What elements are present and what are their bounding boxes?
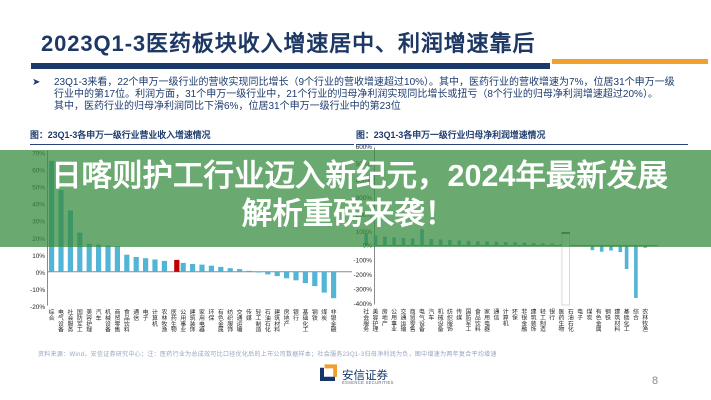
svg-text:社会服务: 社会服务 — [363, 308, 369, 334]
svg-text:机械设备: 机械设备 — [105, 308, 111, 334]
svg-text:计算机: 计算机 — [503, 308, 509, 328]
svg-text:电子: 电子 — [143, 308, 149, 322]
svg-text:0%: 0% — [36, 270, 46, 277]
svg-text:美容护理: 美容护理 — [373, 308, 379, 334]
svg-text:综合: 综合 — [49, 308, 55, 322]
svg-text:美容护理: 美容护理 — [86, 308, 92, 334]
svg-text:计算机: 计算机 — [152, 308, 158, 328]
svg-text:非银金融: 非银金融 — [521, 308, 527, 334]
svg-text:国防军工: 国防军工 — [466, 309, 472, 334]
svg-text:交通运输: 交通运输 — [237, 308, 243, 334]
svg-text:综合: 综合 — [633, 308, 639, 322]
svg-text:传媒: 传媒 — [456, 308, 462, 322]
svg-text:房地产: 房地产 — [284, 308, 290, 328]
svg-text:环保: 环保 — [208, 309, 214, 322]
svg-text:商贸零售: 商贸零售 — [114, 308, 120, 334]
svg-text:汽车: 汽车 — [96, 308, 102, 322]
svg-text:传媒: 传媒 — [246, 308, 252, 322]
svg-text:家用电器: 家用电器 — [484, 308, 490, 334]
svg-text:交通运输: 交通运输 — [400, 308, 406, 334]
svg-text:食品饮料: 食品饮料 — [475, 308, 481, 334]
svg-text:建筑装饰: 建筑装饰 — [531, 308, 537, 334]
svg-text:10%: 10% — [32, 253, 45, 260]
svg-text:环保: 环保 — [512, 309, 518, 322]
svg-text:非银金融: 非银金融 — [331, 308, 337, 334]
svg-text:煤炭: 煤炭 — [586, 308, 592, 322]
svg-text:-20%: -20% — [30, 304, 45, 311]
svg-text:食品饮料: 食品饮料 — [124, 308, 130, 334]
svg-text:通信: 通信 — [493, 308, 499, 322]
svg-text:石油石化: 石油石化 — [568, 309, 574, 334]
svg-text:-200%: -200% — [354, 272, 373, 279]
svg-text:公用事业: 公用事业 — [180, 309, 186, 334]
svg-text:600%: 600% — [356, 144, 373, 151]
svg-text:石油石化: 石油石化 — [265, 309, 271, 334]
svg-text:有色金属: 有色金属 — [218, 308, 224, 334]
svg-text:汽车: 汽车 — [428, 308, 434, 322]
svg-text:社会服务: 社会服务 — [67, 308, 73, 334]
svg-text:建筑装饰: 建筑装饰 — [190, 308, 196, 334]
svg-text:纺织服饰: 纺织服饰 — [447, 308, 453, 334]
svg-text:公用事业: 公用事业 — [391, 309, 397, 334]
svg-text:基础化工: 基础化工 — [302, 308, 308, 334]
svg-text:-400%: -400% — [354, 301, 373, 308]
svg-text:通信: 通信 — [133, 308, 139, 322]
svg-text:纺织服饰: 纺织服饰 — [227, 308, 233, 334]
svg-text:电气设备: 电气设备 — [419, 308, 425, 334]
svg-text:轻工制造: 轻工制造 — [540, 308, 546, 334]
svg-text:医药生物: 医药生物 — [559, 309, 565, 334]
svg-text:房地产: 房地产 — [382, 308, 388, 328]
svg-text:电子: 电子 — [577, 308, 583, 322]
svg-text:-10%: -10% — [30, 287, 45, 294]
svg-text:有色金属: 有色金属 — [596, 308, 602, 334]
svg-text:-300%: -300% — [354, 287, 373, 294]
svg-text:农林牧渔: 农林牧渔 — [642, 308, 648, 334]
svg-text:煤炭: 煤炭 — [321, 308, 327, 322]
svg-text:医药生物: 医药生物 — [171, 309, 177, 334]
svg-text:轻工制造: 轻工制造 — [255, 308, 261, 334]
svg-text:建筑材料: 建筑材料 — [614, 308, 620, 334]
svg-text:国防军工: 国防军工 — [77, 309, 83, 334]
svg-text:机械设备: 机械设备 — [438, 308, 444, 334]
svg-text:钢铁: 钢铁 — [605, 308, 611, 322]
svg-text:建筑材料: 建筑材料 — [274, 308, 280, 334]
svg-text:电气设备: 电气设备 — [58, 308, 64, 334]
svg-text:银行: 银行 — [293, 308, 299, 322]
svg-text:基础化工: 基础化工 — [624, 308, 630, 334]
svg-text:银行: 银行 — [549, 308, 555, 322]
svg-text:农林牧渔: 农林牧渔 — [161, 308, 167, 334]
svg-text:家用电器: 家用电器 — [199, 308, 205, 334]
svg-text:商贸零售: 商贸零售 — [410, 308, 416, 334]
svg-text:-100%: -100% — [354, 258, 373, 265]
svg-text:钢铁: 钢铁 — [312, 308, 318, 322]
